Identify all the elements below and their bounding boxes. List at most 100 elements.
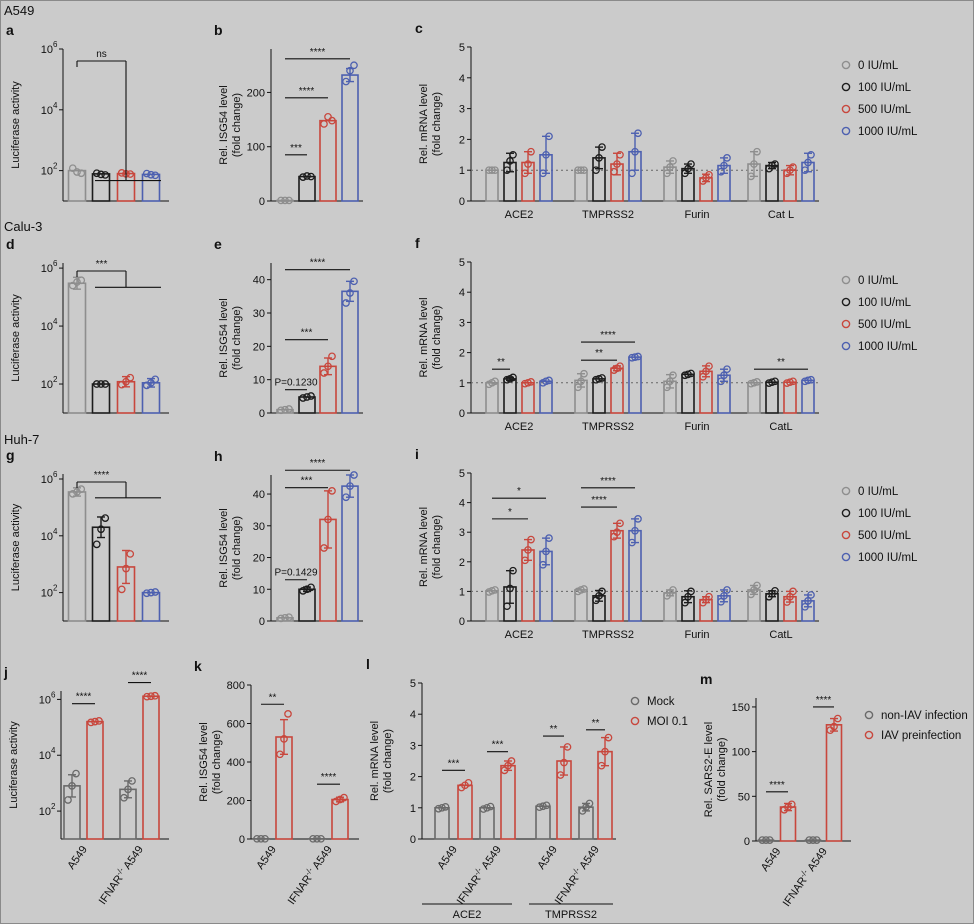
- data-point: [299, 586, 307, 595]
- significance-label: *: [508, 507, 512, 518]
- data-point: [580, 585, 588, 593]
- sec-huh7-label: Huh-7: [4, 432, 39, 447]
- y-tick-label: 400: [227, 757, 245, 769]
- data-point: [95, 717, 103, 725]
- data-point: [124, 785, 132, 794]
- y-axis-label: (fold change): [716, 737, 728, 801]
- legend-marker: [841, 126, 851, 136]
- y-axis-label: Rel. mRNA level: [418, 297, 430, 377]
- y-tick-label: 10: [39, 750, 51, 762]
- data-point: [101, 380, 110, 388]
- data-point: [628, 538, 636, 547]
- y-tick-label: 0: [459, 196, 465, 208]
- y-tick-label: 10: [253, 584, 265, 596]
- y-tick-exponent: 4: [53, 317, 58, 326]
- data-point: [350, 277, 358, 286]
- x-category-label: CatL: [769, 421, 792, 433]
- data-point: [307, 172, 315, 181]
- significance-label: ***: [96, 259, 108, 270]
- data-point: [539, 169, 547, 178]
- legend-marker: [841, 297, 851, 307]
- data-point: [142, 169, 151, 178]
- data-point: [801, 602, 809, 611]
- data-point: [669, 157, 677, 165]
- legend-marker: [841, 104, 851, 114]
- data-point: [324, 362, 332, 371]
- data-point: [491, 377, 499, 386]
- y-tick-label: 40: [253, 489, 265, 501]
- data-point: [506, 584, 514, 593]
- data-point: [595, 154, 603, 162]
- data-point: [616, 150, 624, 159]
- x-category-label: ACE2: [505, 209, 534, 221]
- y-tick-label: 600: [227, 719, 245, 731]
- bar: [341, 290, 359, 414]
- y-axis-label: Rel. mRNA level: [418, 84, 430, 164]
- x-category-label: IFNAR-/- A549: [284, 843, 335, 907]
- data-point: [631, 353, 639, 361]
- legend-marker: [841, 60, 851, 70]
- y-tick-label: 5: [459, 42, 465, 54]
- data-point: [527, 378, 535, 386]
- panel-letter: j: [3, 664, 8, 680]
- sec-calu3-label: Calu-3: [4, 219, 42, 234]
- y-axis-label: Rel. ISG54 level: [218, 508, 230, 587]
- data-point: [753, 147, 761, 156]
- bar: [142, 695, 160, 840]
- y-tick-label: 2: [410, 772, 416, 784]
- data-point: [328, 116, 336, 125]
- data-point: [580, 166, 588, 175]
- data-point: [771, 160, 779, 168]
- y-tick-label: 2: [459, 557, 465, 569]
- data-point: [634, 352, 642, 361]
- y-tick-label: 4: [459, 498, 465, 510]
- data-point: [789, 377, 797, 386]
- data-point: [542, 547, 550, 556]
- y-tick-label: 3: [459, 317, 465, 329]
- y-tick-label: 10: [41, 588, 53, 600]
- bar: [331, 798, 349, 840]
- data-point: [563, 743, 572, 751]
- bar: [86, 720, 104, 840]
- legend-marker: [841, 275, 851, 285]
- y-axis-label: Luciferase activity: [8, 721, 20, 809]
- significance-label: ns: [96, 49, 107, 60]
- data-point: [64, 796, 72, 804]
- data-point: [801, 166, 809, 175]
- bar: [765, 381, 779, 414]
- bar: [434, 806, 450, 840]
- significance-label: **: [550, 724, 558, 735]
- data-point: [299, 173, 307, 181]
- y-axis-label: Rel. SARS2-E level: [703, 722, 715, 817]
- bar: [141, 591, 161, 622]
- legend-entry: Mock: [647, 696, 675, 708]
- data-point: [117, 585, 126, 594]
- legend-entry: 1000 IU/mL: [858, 341, 918, 353]
- y-tick-label: 30: [253, 521, 265, 533]
- y-tick-label: 0: [239, 834, 245, 846]
- data-point: [122, 377, 130, 386]
- y-tick-label: 5: [459, 257, 465, 269]
- x-category-label: IFNAR-/- A549: [453, 843, 504, 907]
- data-point: [317, 834, 325, 843]
- legend-entry: 0 IU/mL: [858, 275, 899, 287]
- data-point: [577, 377, 585, 386]
- y-tick-label: 10: [253, 375, 265, 387]
- bar: [500, 764, 516, 840]
- data-point: [479, 805, 488, 813]
- y-tick-label: 0: [744, 836, 750, 848]
- data-point: [616, 519, 624, 528]
- y-tick-label: 10: [41, 379, 53, 391]
- y-axis-label: Luciferase activity: [10, 503, 22, 591]
- bar: [503, 378, 517, 414]
- y-tick-label: 200: [227, 796, 245, 808]
- data-point: [809, 836, 817, 844]
- data-point: [705, 362, 713, 371]
- data-point: [126, 170, 135, 178]
- data-point: [346, 66, 354, 75]
- data-point: [545, 534, 553, 542]
- data-point: [545, 132, 553, 141]
- significance-label: ****: [94, 470, 110, 481]
- x-category-label: TMPRSS2: [582, 209, 634, 221]
